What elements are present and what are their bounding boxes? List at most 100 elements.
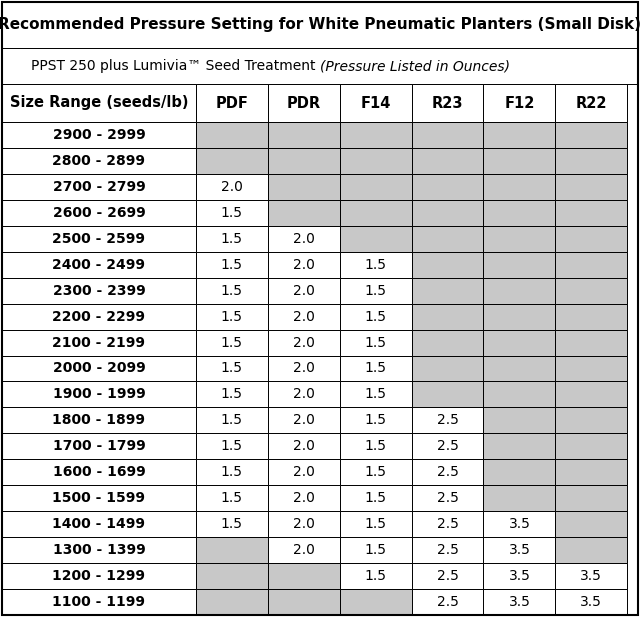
- Text: Size Range (seeds/lb): Size Range (seeds/lb): [10, 96, 188, 110]
- Text: 2200 - 2299: 2200 - 2299: [52, 310, 145, 323]
- Bar: [268, 148, 340, 174]
- Bar: [340, 329, 412, 355]
- Text: 2.0: 2.0: [293, 439, 315, 453]
- Bar: [2, 433, 196, 459]
- Bar: [412, 122, 483, 148]
- Bar: [196, 459, 268, 485]
- Bar: [340, 511, 412, 537]
- Text: PDF: PDF: [216, 96, 248, 110]
- Bar: [196, 485, 268, 511]
- Bar: [483, 355, 556, 381]
- Text: 2.0: 2.0: [293, 387, 315, 402]
- Text: 1700 - 1799: 1700 - 1799: [52, 439, 145, 453]
- Text: 1.5: 1.5: [365, 569, 387, 583]
- Bar: [268, 226, 340, 252]
- Bar: [2, 407, 196, 433]
- Bar: [412, 252, 483, 278]
- Bar: [556, 433, 627, 459]
- Bar: [412, 589, 483, 615]
- Bar: [412, 537, 483, 563]
- Bar: [2, 329, 196, 355]
- Bar: [2, 589, 196, 615]
- Bar: [556, 485, 627, 511]
- Text: 1.5: 1.5: [221, 362, 243, 376]
- Text: 3.5: 3.5: [508, 569, 531, 583]
- Bar: [483, 589, 556, 615]
- Bar: [2, 485, 196, 511]
- Bar: [412, 226, 483, 252]
- Bar: [340, 200, 412, 226]
- Text: F12: F12: [504, 96, 534, 110]
- Bar: [268, 355, 340, 381]
- Bar: [2, 459, 196, 485]
- Bar: [2, 252, 196, 278]
- Text: PPST 250 plus Lumivia™ Seed Treatment: PPST 250 plus Lumivia™ Seed Treatment: [31, 59, 320, 73]
- Bar: [556, 355, 627, 381]
- Text: 2.5: 2.5: [436, 491, 458, 505]
- Text: 1.5: 1.5: [221, 284, 243, 297]
- Bar: [340, 433, 412, 459]
- Bar: [268, 278, 340, 304]
- Bar: [196, 252, 268, 278]
- Text: 2.0: 2.0: [293, 258, 315, 271]
- Bar: [340, 84, 412, 122]
- Bar: [556, 252, 627, 278]
- Bar: [268, 84, 340, 122]
- Text: 2.0: 2.0: [293, 517, 315, 531]
- Bar: [340, 304, 412, 329]
- Text: 3.5: 3.5: [508, 543, 531, 557]
- Text: 1900 - 1999: 1900 - 1999: [52, 387, 145, 402]
- Bar: [268, 329, 340, 355]
- Bar: [2, 174, 196, 200]
- Bar: [268, 381, 340, 407]
- Bar: [268, 200, 340, 226]
- Text: 2.0: 2.0: [293, 310, 315, 323]
- Bar: [412, 200, 483, 226]
- Text: 1.5: 1.5: [365, 284, 387, 297]
- Text: (Pressure Listed in Ounces): (Pressure Listed in Ounces): [320, 59, 510, 73]
- Bar: [556, 122, 627, 148]
- Bar: [483, 485, 556, 511]
- Text: 1.5: 1.5: [221, 517, 243, 531]
- Text: 2.5: 2.5: [436, 517, 458, 531]
- Bar: [483, 433, 556, 459]
- Bar: [340, 355, 412, 381]
- Bar: [556, 589, 627, 615]
- Bar: [196, 381, 268, 407]
- Bar: [196, 589, 268, 615]
- Bar: [556, 381, 627, 407]
- Bar: [2, 511, 196, 537]
- Bar: [268, 407, 340, 433]
- Bar: [268, 459, 340, 485]
- Bar: [196, 537, 268, 563]
- Bar: [483, 174, 556, 200]
- Text: 1.5: 1.5: [365, 465, 387, 479]
- Text: 1.5: 1.5: [221, 258, 243, 271]
- Text: 2.0: 2.0: [293, 362, 315, 376]
- Text: R23: R23: [432, 96, 463, 110]
- Bar: [268, 174, 340, 200]
- Bar: [2, 2, 638, 48]
- Bar: [340, 278, 412, 304]
- Text: 1.5: 1.5: [221, 439, 243, 453]
- Text: 1.5: 1.5: [365, 413, 387, 428]
- Text: 1.5: 1.5: [365, 258, 387, 271]
- Bar: [412, 485, 483, 511]
- Bar: [483, 226, 556, 252]
- Bar: [556, 563, 627, 589]
- Bar: [196, 148, 268, 174]
- Bar: [556, 304, 627, 329]
- Bar: [412, 329, 483, 355]
- Text: 2.5: 2.5: [436, 595, 458, 609]
- Text: 1.5: 1.5: [221, 206, 243, 220]
- Bar: [556, 200, 627, 226]
- Text: F14: F14: [360, 96, 391, 110]
- Bar: [196, 355, 268, 381]
- Bar: [483, 278, 556, 304]
- Text: 1.5: 1.5: [365, 387, 387, 402]
- Text: 2.5: 2.5: [436, 569, 458, 583]
- Bar: [196, 226, 268, 252]
- Bar: [2, 278, 196, 304]
- Bar: [556, 226, 627, 252]
- Text: 1.5: 1.5: [221, 232, 243, 246]
